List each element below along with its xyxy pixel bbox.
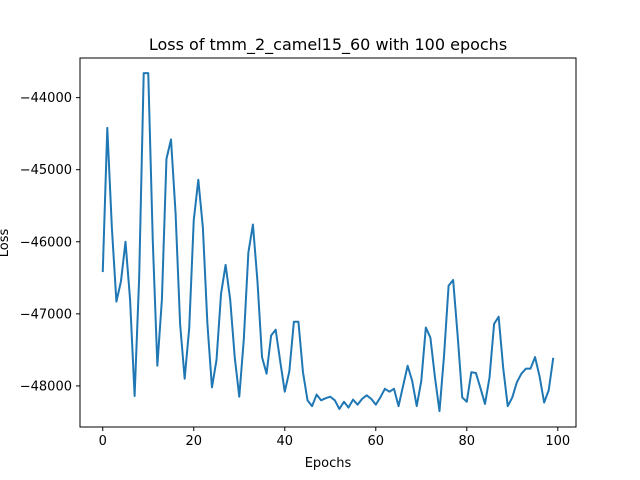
x-axis-label: Epochs xyxy=(305,456,352,471)
x-tick-label: 20 xyxy=(185,434,202,449)
y-tick-label: −48000 xyxy=(20,379,72,394)
plot-area xyxy=(101,72,555,413)
y-tick-label: −45000 xyxy=(20,163,72,178)
x-tick-label: 40 xyxy=(276,434,293,449)
series-line-0 xyxy=(101,72,555,413)
x-axis: 0 20 40 60 80 100 xyxy=(99,427,570,449)
x-tick-label: 0 xyxy=(99,434,107,449)
x-tick-label: 80 xyxy=(459,434,476,449)
y-tick-label: −44000 xyxy=(20,91,72,106)
y-tick-label: −46000 xyxy=(20,235,72,250)
chart-title: Loss of tmm_2_camel15_60 with 100 epochs xyxy=(149,35,507,55)
y-axis-label: Loss xyxy=(0,229,12,258)
x-tick-label: 60 xyxy=(368,434,385,449)
y-axis: −48000 −47000 −46000 −45000 −44000 xyxy=(20,91,80,394)
y-tick-label: −47000 xyxy=(20,307,72,322)
x-tick-label: 100 xyxy=(545,434,570,449)
axes-frame xyxy=(79,57,577,428)
